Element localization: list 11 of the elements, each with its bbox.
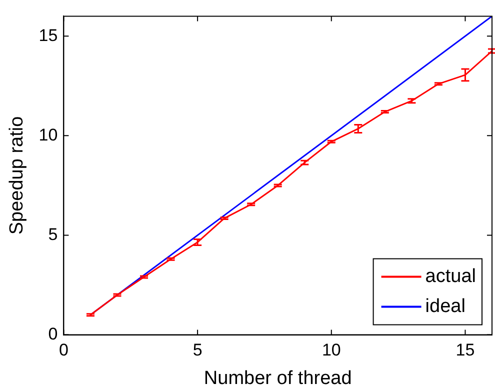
- x-tick-label: 10: [322, 340, 341, 360]
- y-tick-label: 0: [48, 324, 58, 344]
- y-axis-title: Speedup ratio: [6, 116, 28, 235]
- x-tick-label: 5: [192, 340, 202, 360]
- y-tick-label: 10: [38, 125, 58, 144]
- legend-label: actual: [425, 266, 476, 288]
- y-tick-label: 15: [38, 26, 58, 45]
- x-axis-title: Number of thread: [204, 368, 352, 389]
- legend-label: ideal: [425, 296, 466, 318]
- y-tick-label: 5: [48, 224, 58, 244]
- x-tick-label: 15: [456, 340, 475, 360]
